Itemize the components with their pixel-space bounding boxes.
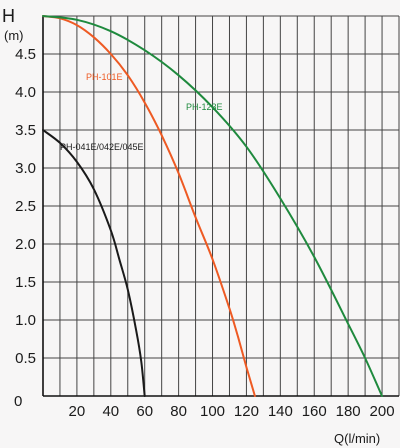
y-axis-title: H xyxy=(2,6,15,26)
series-label-ph-101e: PH-101E xyxy=(86,72,123,82)
series-label-ph-123e: PH-123E xyxy=(186,102,223,112)
x-tick-label: 140 xyxy=(268,403,293,420)
y-tick-label: 2.5 xyxy=(15,198,36,215)
series-line-ph-101e xyxy=(42,15,256,397)
x-tick-label: 160 xyxy=(302,403,327,420)
y-tick-label: 1.5 xyxy=(15,274,36,291)
tick-labels: 20 40 60 80 100 120 140 160 180 200 0.5 1.0 1.5 2.0 2.… xyxy=(15,46,394,420)
y-tick-label: 3.0 xyxy=(15,160,36,177)
y-tick-label: 4.5 xyxy=(15,46,36,63)
y-tick-label: 4.0 xyxy=(15,84,36,101)
axes xyxy=(42,16,399,397)
x-tick-label: 120 xyxy=(234,403,259,420)
x-tick-label: 20 xyxy=(69,403,86,420)
series-label-ph-041e-042e-045e: PH-041E/042E/045E xyxy=(60,142,144,152)
curves xyxy=(42,15,383,397)
x-tick-label: 80 xyxy=(170,403,187,420)
grid xyxy=(43,15,400,396)
x-tick-label: 100 xyxy=(200,403,225,420)
y-tick-label: 3.5 xyxy=(15,122,36,139)
y-tick-label: 0.5 xyxy=(15,350,36,367)
series-line-ph-123e xyxy=(42,15,383,397)
y-tick-label: 2.0 xyxy=(15,236,36,253)
origin-label: 0 xyxy=(14,393,22,410)
x-tick-label: 40 xyxy=(102,403,119,420)
x-tick-label: 180 xyxy=(336,403,361,420)
y-tick-label: 1.0 xyxy=(15,312,36,329)
x-tick-label: 60 xyxy=(136,403,153,420)
x-tick-label: 200 xyxy=(370,403,395,420)
series-line-ph-041e-042e-045e xyxy=(42,129,146,397)
x-axis-title: Q(l/min) xyxy=(334,431,380,446)
y-axis-unit: (m) xyxy=(4,28,24,43)
